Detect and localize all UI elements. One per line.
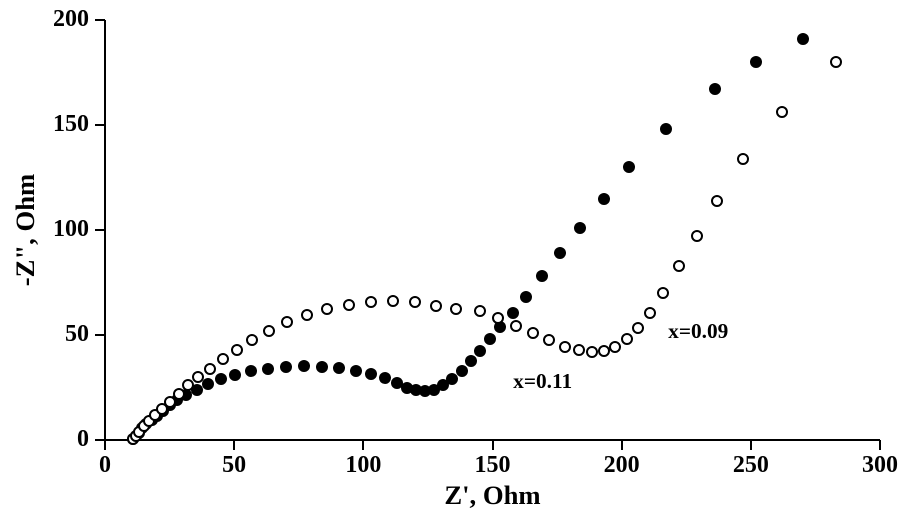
data-point-series-1 bbox=[691, 230, 703, 242]
y-tick bbox=[95, 334, 105, 336]
x-axis-title: Z', Ohm bbox=[393, 480, 593, 511]
x-tick-label: 200 bbox=[592, 452, 652, 479]
x-tick bbox=[233, 440, 235, 450]
data-point-series-1 bbox=[365, 296, 377, 308]
data-point-series-0 bbox=[229, 369, 241, 381]
data-point-series-0 bbox=[215, 373, 227, 385]
data-point-series-0 bbox=[554, 247, 566, 259]
x-tick bbox=[104, 440, 106, 450]
data-point-series-1 bbox=[673, 260, 685, 272]
data-point-series-1 bbox=[281, 316, 293, 328]
data-point-series-1 bbox=[301, 309, 313, 321]
x-tick bbox=[621, 440, 623, 450]
nyquist-plot: 050100150200250300050100150200Z', Ohm-Z"… bbox=[0, 0, 917, 512]
data-point-series-1 bbox=[559, 341, 571, 353]
data-point-series-1 bbox=[527, 327, 539, 339]
x-tick bbox=[879, 440, 881, 450]
data-point-series-0 bbox=[574, 222, 586, 234]
data-point-series-1 bbox=[430, 300, 442, 312]
series-label-x=0.09: x=0.09 bbox=[668, 319, 728, 344]
data-point-series-0 bbox=[245, 365, 257, 377]
data-point-series-1 bbox=[711, 195, 723, 207]
data-point-series-1 bbox=[217, 353, 229, 365]
data-point-series-1 bbox=[657, 287, 669, 299]
data-point-series-0 bbox=[456, 365, 468, 377]
data-point-series-0 bbox=[350, 365, 362, 377]
x-tick-label: 100 bbox=[333, 452, 393, 479]
data-point-series-1 bbox=[632, 322, 644, 334]
data-point-series-0 bbox=[507, 307, 519, 319]
data-point-series-0 bbox=[333, 362, 345, 374]
data-point-series-1 bbox=[609, 341, 621, 353]
data-point-series-0 bbox=[280, 361, 292, 373]
data-point-series-0 bbox=[797, 33, 809, 45]
x-tick-label: 300 bbox=[850, 452, 910, 479]
series-label-x=0.11: x=0.11 bbox=[513, 369, 572, 394]
y-tick bbox=[95, 229, 105, 231]
data-point-series-1 bbox=[492, 312, 504, 324]
data-point-series-1 bbox=[474, 305, 486, 317]
y-tick bbox=[95, 124, 105, 126]
data-point-series-1 bbox=[246, 334, 258, 346]
data-point-series-0 bbox=[474, 345, 486, 357]
x-tick-label: 50 bbox=[204, 452, 264, 479]
data-point-series-1 bbox=[231, 344, 243, 356]
data-point-series-1 bbox=[450, 303, 462, 315]
data-point-series-1 bbox=[621, 333, 633, 345]
data-point-series-0 bbox=[379, 372, 391, 384]
data-point-series-1 bbox=[510, 320, 522, 332]
data-point-series-0 bbox=[484, 333, 496, 345]
data-point-series-1 bbox=[173, 388, 185, 400]
data-point-series-1 bbox=[598, 345, 610, 357]
data-point-series-1 bbox=[387, 295, 399, 307]
data-point-series-1 bbox=[737, 153, 749, 165]
x-tick-label: 150 bbox=[463, 452, 523, 479]
data-point-series-0 bbox=[750, 56, 762, 68]
data-point-series-0 bbox=[365, 368, 377, 380]
data-point-series-0 bbox=[465, 355, 477, 367]
data-point-series-1 bbox=[644, 307, 656, 319]
data-point-series-1 bbox=[263, 325, 275, 337]
y-tick-label: 200 bbox=[0, 6, 89, 33]
y-tick bbox=[95, 19, 105, 21]
data-point-series-1 bbox=[586, 346, 598, 358]
data-point-series-0 bbox=[520, 291, 532, 303]
y-axis-title: -Z", Ohm bbox=[10, 130, 40, 330]
y-tick bbox=[95, 439, 105, 441]
data-point-series-0 bbox=[316, 361, 328, 373]
x-tick-label: 250 bbox=[721, 452, 781, 479]
data-point-series-0 bbox=[536, 270, 548, 282]
x-tick bbox=[750, 440, 752, 450]
data-point-series-1 bbox=[192, 371, 204, 383]
data-point-series-1 bbox=[573, 344, 585, 356]
y-tick-label: 0 bbox=[0, 426, 89, 453]
data-point-series-0 bbox=[623, 161, 635, 173]
data-point-series-0 bbox=[298, 360, 310, 372]
data-point-series-0 bbox=[262, 363, 274, 375]
data-point-series-1 bbox=[830, 56, 842, 68]
data-point-series-1 bbox=[776, 106, 788, 118]
x-tick bbox=[492, 440, 494, 450]
data-point-series-0 bbox=[709, 83, 721, 95]
data-point-series-1 bbox=[409, 296, 421, 308]
data-point-series-1 bbox=[343, 299, 355, 311]
data-point-series-1 bbox=[182, 379, 194, 391]
x-tick-label: 0 bbox=[75, 452, 135, 479]
data-point-series-0 bbox=[598, 193, 610, 205]
x-tick bbox=[362, 440, 364, 450]
data-point-series-1 bbox=[543, 334, 555, 346]
data-point-series-1 bbox=[204, 363, 216, 375]
data-point-series-0 bbox=[202, 378, 214, 390]
data-point-series-0 bbox=[660, 123, 672, 135]
data-point-series-1 bbox=[321, 303, 333, 315]
